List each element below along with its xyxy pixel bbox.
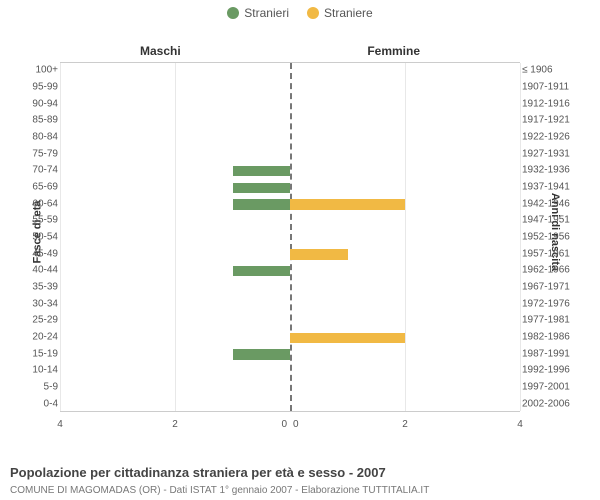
data-row [60, 313, 520, 330]
chart-legend: Stranieri Straniere [0, 0, 600, 22]
age-label: 25-29 [26, 315, 58, 326]
data-row [60, 396, 520, 413]
age-label: 55-59 [26, 215, 58, 226]
birth-year-label: 1917-1921 [522, 115, 582, 126]
column-title-female: Femmine [367, 44, 420, 58]
data-row [60, 296, 520, 313]
x-tick: 2 [172, 419, 178, 430]
age-label: 95-99 [26, 82, 58, 93]
data-row [60, 180, 520, 197]
age-label: 85-89 [26, 115, 58, 126]
data-row [60, 246, 520, 263]
female-bar [290, 333, 405, 343]
data-row [60, 80, 520, 97]
birth-year-label: 2002-2006 [522, 398, 582, 409]
birth-year-label: 1907-1911 [522, 82, 582, 93]
data-row [60, 330, 520, 347]
plot-area [60, 62, 520, 412]
female-bar [290, 199, 405, 209]
gridline [520, 63, 521, 411]
age-label: 45-49 [26, 248, 58, 259]
male-bar [233, 166, 291, 176]
x-tick: 0 [293, 419, 299, 430]
data-row [60, 163, 520, 180]
legend-swatch-male [227, 7, 239, 19]
x-tick: 4 [517, 419, 523, 430]
birth-year-label: 1922-1926 [522, 132, 582, 143]
age-label: 90-94 [26, 98, 58, 109]
chart-source: COMUNE DI MAGOMADAS (OR) - Dati ISTAT 1°… [10, 485, 429, 496]
data-row [60, 96, 520, 113]
legend-swatch-female [307, 7, 319, 19]
legend-label-male: Stranieri [244, 6, 289, 20]
legend-item-male: Stranieri [227, 6, 289, 20]
legend-item-female: Straniere [307, 6, 373, 20]
birth-year-label: 1937-1941 [522, 182, 582, 193]
birth-year-label: 1997-2001 [522, 382, 582, 393]
female-bar [290, 249, 348, 259]
data-row [60, 113, 520, 130]
age-label: 20-24 [26, 332, 58, 343]
birth-year-label: 1912-1916 [522, 98, 582, 109]
birth-year-label: 1927-1931 [522, 148, 582, 159]
data-row [60, 130, 520, 147]
age-label: 100+ [26, 65, 58, 76]
birth-year-label: ≤ 1906 [522, 65, 582, 76]
age-label: 70-74 [26, 165, 58, 176]
birth-year-label: 1987-1991 [522, 348, 582, 359]
x-tick: 4 [57, 419, 63, 430]
birth-year-label: 1977-1981 [522, 315, 582, 326]
birth-year-label: 1967-1971 [522, 282, 582, 293]
age-label: 5-9 [26, 382, 58, 393]
age-label: 65-69 [26, 182, 58, 193]
age-label: 35-39 [26, 282, 58, 293]
chart-title: Popolazione per cittadinanza straniera p… [10, 465, 386, 480]
data-row [60, 280, 520, 297]
age-label: 80-84 [26, 132, 58, 143]
male-bar [233, 266, 291, 276]
age-label: 40-44 [26, 265, 58, 276]
data-row [60, 346, 520, 363]
age-label: 15-19 [26, 348, 58, 359]
data-row [60, 213, 520, 230]
data-row [60, 380, 520, 397]
male-bar [233, 183, 291, 193]
data-row [60, 196, 520, 213]
data-row [60, 63, 520, 80]
age-label: 50-54 [26, 232, 58, 243]
data-row [60, 363, 520, 380]
birth-year-label: 1957-1961 [522, 248, 582, 259]
x-tick: 2 [402, 419, 408, 430]
birth-year-label: 1942-1946 [522, 198, 582, 209]
data-row [60, 230, 520, 247]
birth-year-label: 1932-1936 [522, 165, 582, 176]
birth-year-label: 1972-1976 [522, 298, 582, 309]
birth-year-label: 1952-1956 [522, 232, 582, 243]
column-title-male: Maschi [140, 44, 181, 58]
age-label: 30-34 [26, 298, 58, 309]
birth-year-label: 1982-1986 [522, 332, 582, 343]
age-label: 10-14 [26, 365, 58, 376]
male-bar [233, 199, 291, 209]
legend-label-female: Straniere [324, 6, 373, 20]
population-pyramid-chart: Maschi Femmine Fasce di età Anni di nasc… [0, 22, 600, 442]
birth-year-label: 1947-1951 [522, 215, 582, 226]
birth-year-label: 1962-1966 [522, 265, 582, 276]
age-label: 0-4 [26, 398, 58, 409]
x-tick: 0 [281, 419, 287, 430]
birth-year-label: 1992-1996 [522, 365, 582, 376]
age-label: 75-79 [26, 148, 58, 159]
data-row [60, 146, 520, 163]
data-row [60, 263, 520, 280]
age-label: 60-64 [26, 198, 58, 209]
male-bar [233, 349, 291, 359]
